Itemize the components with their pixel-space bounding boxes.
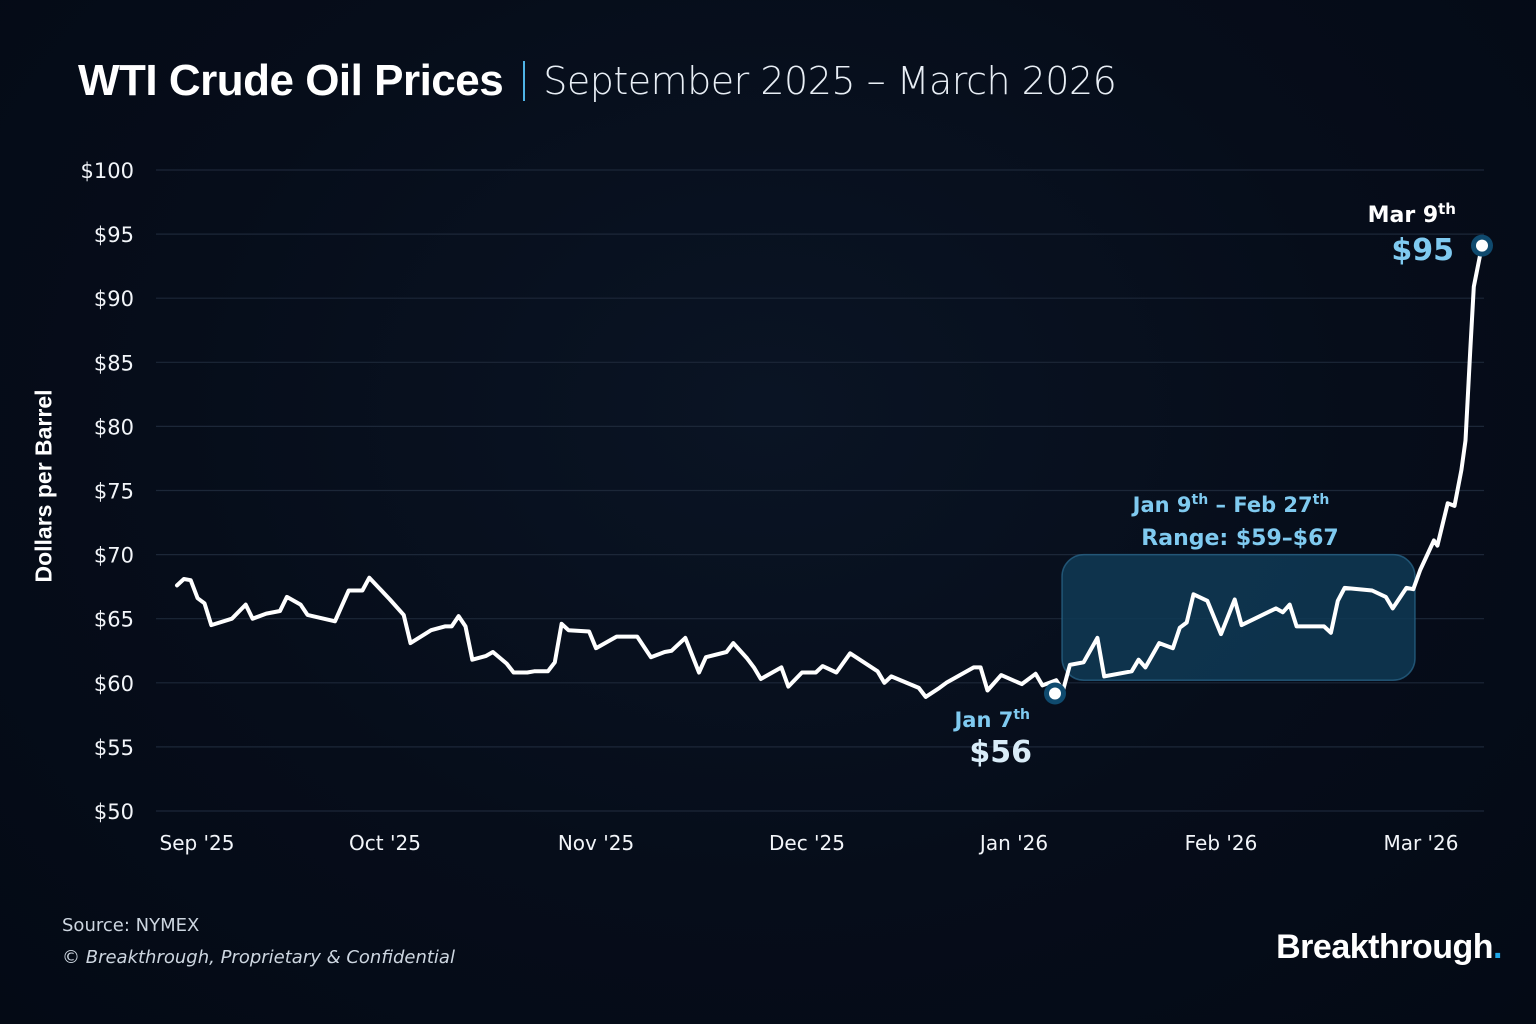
y-tick-label: $60: [94, 672, 134, 696]
y-tick-label: $55: [94, 736, 134, 760]
y-tick-label: $85: [94, 351, 134, 375]
y-tick-label: $70: [94, 544, 134, 568]
gridlines: [156, 169, 1484, 812]
y-tick-label: $65: [94, 608, 134, 632]
x-tick-label: Oct '25: [349, 831, 421, 855]
peak-value-label: $95: [1391, 233, 1454, 268]
range-dash: –: [1208, 493, 1233, 517]
price-line: [175, 243, 1484, 699]
x-tick-label: Jan '26: [978, 831, 1048, 855]
chart-title: WTI Crude Oil Prices: [78, 56, 504, 105]
brand-dot: .: [1493, 928, 1502, 966]
range-date-label: Jan 9th – Feb 27th: [1131, 492, 1330, 517]
range-value-label: Range: $59–$67: [1141, 526, 1338, 551]
y-tick-label: $80: [94, 415, 134, 439]
x-tick-label: Dec '25: [769, 831, 845, 855]
peak-date-label: Mar 9th: [1368, 200, 1456, 228]
low-value-label: $56: [969, 735, 1032, 770]
annotation-markers: [1044, 234, 1493, 705]
y-tick-label: $95: [94, 223, 134, 247]
range-start-suffix: th: [1192, 492, 1209, 508]
peak-point-marker: [1476, 239, 1488, 252]
low-date-label: Jan 7th: [952, 707, 1030, 732]
peak-date-text: Mar 9: [1368, 203, 1439, 228]
low-point-marker: [1049, 687, 1061, 700]
low-date-suffix: th: [1013, 707, 1030, 723]
range-end-date: Feb 27: [1233, 493, 1312, 517]
brand-name: Breakthrough: [1276, 928, 1494, 966]
range-end-suffix: th: [1313, 492, 1330, 508]
chart-title-row: WTI Crude Oil Prices September 2025 – Ma…: [78, 56, 1117, 106]
brand-logo: Breakthrough.: [1276, 928, 1502, 967]
peak-date-suffix: th: [1438, 200, 1456, 218]
copyright-note: © Breakthrough, Proprietary & Confidenti…: [62, 947, 455, 968]
y-axis-ticks: $100 $95 $90 $85 $80 $75 $70 $65 $60 $55 $50: [81, 159, 134, 824]
x-tick-label: Sep '25: [160, 831, 235, 855]
x-tick-label: Mar '26: [1383, 831, 1458, 855]
x-axis-ticks: Sep '25 Oct '25 Nov '25 Dec '25 Jan '26 Feb '…: [160, 831, 1459, 855]
range-start-date: Jan 9: [1131, 493, 1192, 517]
x-tick-label: Nov '25: [558, 831, 634, 855]
chart-subtitle: September 2025 – March 2026: [543, 59, 1117, 103]
y-tick-label: $75: [94, 480, 134, 504]
y-tick-label: $90: [94, 287, 134, 311]
x-tick-label: Feb '26: [1185, 831, 1258, 855]
y-tick-label: $100: [81, 159, 134, 183]
title-divider: [523, 61, 526, 101]
low-date-text: Jan 7: [952, 708, 1013, 732]
source-note: Source: NYMEX: [62, 915, 200, 936]
y-tick-label: $50: [94, 800, 134, 824]
